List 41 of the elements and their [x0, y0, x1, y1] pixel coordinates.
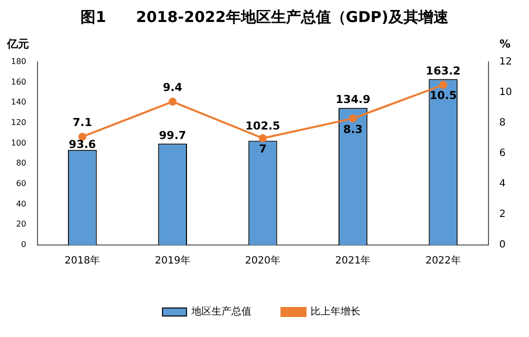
x-tick-label: 2022年 [425, 254, 461, 267]
point [348, 114, 357, 122]
legend-label: 地区生产总值 [190, 306, 252, 318]
chart-title: 图1 2018-2022年地区生产总值（GDP)及其增速 [80, 8, 450, 27]
y2-tick-label: 8 [499, 118, 506, 129]
legend-label: 比上年增长 [310, 306, 360, 318]
x-tick-label: 2018年 [64, 254, 100, 267]
data-label: 102.5 [245, 120, 280, 133]
data-label: 7 [258, 142, 267, 156]
y-tick-label: 120 [10, 118, 26, 128]
y-tick-label: 100 [10, 138, 26, 148]
data-label: 7.1 [72, 116, 92, 130]
data-label: 99.7 [159, 129, 186, 142]
y-tick-label: 20 [16, 220, 26, 229]
data-label: 9.4 [162, 81, 183, 94]
y2-tick-label: 2 [499, 209, 506, 220]
x-tick-label: 2019年 [154, 254, 190, 267]
y2-tick-label: 10 [499, 87, 512, 98]
y-tick-label: 160 [10, 77, 26, 86]
data-label: 163.2 [426, 64, 461, 78]
data-label: 134.9 [336, 93, 370, 106]
y2-tick-label: 12 [499, 56, 512, 68]
y-tick-label: 60 [16, 179, 26, 188]
data-label: 8.3 [343, 122, 363, 136]
x-tick-label: 2020年 [245, 254, 280, 267]
y-tick-label: 180 [10, 57, 26, 66]
point [258, 134, 267, 142]
y-tick-label: 80 [16, 158, 26, 168]
y2-tick-label: 6 [499, 148, 506, 160]
y-tick-label: 40 [16, 199, 26, 208]
y-tick-label: 0 [21, 240, 26, 250]
y-tick-label: 140 [10, 98, 26, 107]
data-label: 10.5 [430, 89, 457, 102]
y2-tick-label: 4 [499, 178, 506, 190]
point [168, 98, 177, 106]
data-label: 93.6 [68, 138, 96, 152]
point [439, 80, 448, 89]
y2-tick-label: 0 [499, 240, 506, 251]
y2-axis-title: % [499, 37, 511, 50]
y-axis-title: 亿元 [6, 37, 29, 50]
x-tick-label: 2021年 [335, 254, 371, 267]
